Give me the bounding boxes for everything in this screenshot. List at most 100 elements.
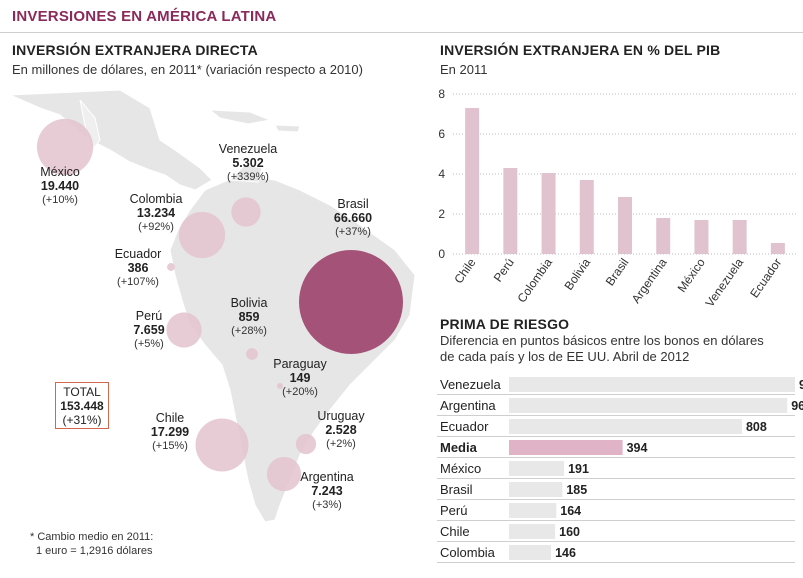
change-label-paraguay: (+20%) — [282, 386, 318, 398]
risk-value-venezuela: 992 — [799, 378, 803, 392]
pib-bar-ecuador — [770, 243, 785, 254]
risk-label-mexico: México — [440, 461, 481, 476]
bubble-venezuela — [231, 197, 261, 227]
risk-label-media: Media — [440, 440, 478, 455]
bubble-paraguay — [277, 383, 283, 389]
pib-ytick-label: 2 — [438, 207, 445, 221]
pib-bar-brasil — [618, 197, 632, 254]
pib-ytick-label: 8 — [438, 87, 445, 101]
pib-xtick-label-bolivia: Bolivia — [561, 255, 593, 292]
total-value: 153.448 — [60, 399, 104, 413]
pib-chart-subtitle: En 2011 — [440, 62, 488, 77]
bubble-uruguay — [295, 433, 317, 455]
fdi-subtitle: En millones de dólares, en 2011* (variac… — [12, 62, 363, 77]
pib-bar-bolivia — [579, 180, 594, 254]
risk-label-peru: Perú — [440, 503, 467, 518]
value-label-bolivia: 859 — [239, 310, 260, 324]
country-label-ecuador: Ecuador — [115, 247, 162, 261]
bubble-mexico — [36, 118, 94, 176]
risk-value-brasil: 185 — [566, 483, 587, 497]
footnote-line-2: 1 euro = 1,2916 dólares — [36, 545, 153, 557]
risk-value-media: 394 — [627, 441, 648, 455]
pib-xtick-label-chile: Chile — [451, 255, 478, 286]
risk-value-peru: 164 — [560, 504, 581, 518]
risk-bar-argentina — [509, 398, 788, 413]
value-label-brasil: 66.660 — [334, 211, 372, 225]
risk-bar-colombia — [509, 545, 552, 560]
bubble-ecuador — [167, 263, 175, 271]
country-label-venezuela: Venezuela — [219, 142, 277, 156]
pib-xtick-label-venezuela: Venezuela — [702, 255, 746, 309]
change-label-brasil: (+37%) — [335, 226, 371, 238]
risk-bar-venezuela — [509, 377, 795, 392]
pib-bar-venezuela — [732, 220, 747, 254]
footnote: * Cambio medio en 2011: 1 euro = 1,2916 … — [30, 530, 153, 558]
page-title: INVERSIONES EN AMÉRICA LATINA — [12, 8, 277, 25]
country-label-peru: Perú — [136, 309, 162, 323]
pib-bar-colombia — [541, 173, 556, 254]
title-divider — [0, 32, 803, 33]
country-label-bolivia: Bolivia — [231, 296, 268, 310]
change-label-peru: (+5%) — [134, 338, 164, 350]
value-label-chile: 17.299 — [151, 425, 189, 439]
risk-bar-chile — [509, 524, 556, 539]
pib-xtick-label-peru: Perú — [491, 256, 517, 285]
risk-chart-subtitle-1: Diferencia en puntos básicos entre los b… — [440, 333, 764, 348]
value-label-ecuador: 386 — [128, 261, 149, 275]
risk-chart-subtitle-2: de cada país y los de EE UU. Abril de 20… — [440, 349, 690, 364]
value-label-venezuela: 5.302 — [232, 156, 263, 170]
change-label-mexico: (+10%) — [42, 194, 78, 206]
risk-value-colombia: 146 — [555, 546, 576, 560]
pib-xtick-label-argentina: Argentina — [629, 255, 670, 305]
change-label-argentina: (+3%) — [312, 499, 342, 511]
bubble-bolivia — [246, 348, 258, 360]
change-label-venezuela: (+339%) — [227, 171, 269, 183]
risk-label-colombia: Colombia — [440, 545, 496, 560]
bubble-brasil — [299, 250, 403, 354]
risk-value-mexico: 191 — [568, 462, 589, 476]
bubble-colombia — [178, 211, 226, 259]
value-label-argentina: 7.243 — [311, 484, 342, 498]
pib-ytick-label: 0 — [438, 247, 445, 261]
risk-bar-chart: Venezuela 992 Argentina 965 Ecuador 808 Media 3… — [437, 377, 803, 563]
bubble-peru — [166, 312, 202, 348]
value-label-paraguay: 149 — [290, 371, 311, 385]
value-label-uruguay: 2.528 — [325, 423, 356, 437]
risk-bar-ecuador — [509, 419, 742, 434]
risk-label-argentina: Argentina — [440, 398, 496, 413]
country-label-uruguay: Uruguay — [317, 409, 365, 423]
bubble-argentina — [266, 456, 302, 492]
pib-xtick-label-mexico: México — [675, 255, 708, 294]
country-label-chile: Chile — [156, 411, 185, 425]
total-box: TOTAL 153.448 (+31%) — [55, 382, 109, 429]
pib-xtick-label-brasil: Brasil — [603, 256, 632, 289]
risk-bar-brasil — [509, 482, 563, 497]
pib-ytick-label: 6 — [438, 127, 445, 141]
risk-bar-mexico — [509, 461, 565, 476]
risk-label-brasil: Brasil — [440, 482, 473, 497]
country-label-brasil: Brasil — [337, 197, 368, 211]
change-label-ecuador: (+107%) — [117, 276, 159, 288]
country-label-paraguay: Paraguay — [273, 357, 327, 371]
value-label-colombia: 13.234 — [137, 206, 175, 220]
value-label-mexico: 19.440 — [41, 179, 79, 193]
value-label-peru: 7.659 — [133, 323, 164, 337]
pib-bar-argentina — [656, 218, 671, 254]
pib-bar-mexico — [694, 220, 709, 254]
country-label-argentina: Argentina — [300, 470, 354, 484]
risk-label-chile: Chile — [440, 524, 470, 539]
pib-bar-chile — [465, 108, 480, 254]
pib-xtick-label-ecuador: Ecuador — [747, 256, 784, 301]
pib-ytick-label: 4 — [438, 167, 445, 181]
risk-label-ecuador: Ecuador — [440, 419, 489, 434]
risk-value-argentina: 965 — [791, 399, 803, 413]
country-label-mexico: México — [40, 165, 80, 179]
change-label-bolivia: (+28%) — [231, 325, 267, 337]
change-label-uruguay: (+2%) — [326, 438, 356, 450]
fdi-title: INVERSIÓN EXTRANJERA DIRECTA — [12, 42, 258, 58]
pib-bar-peru — [503, 168, 518, 254]
risk-label-venezuela: Venezuela — [440, 377, 501, 392]
total-label: TOTAL — [63, 385, 101, 399]
pib-xtick-label-colombia: Colombia — [514, 255, 555, 305]
